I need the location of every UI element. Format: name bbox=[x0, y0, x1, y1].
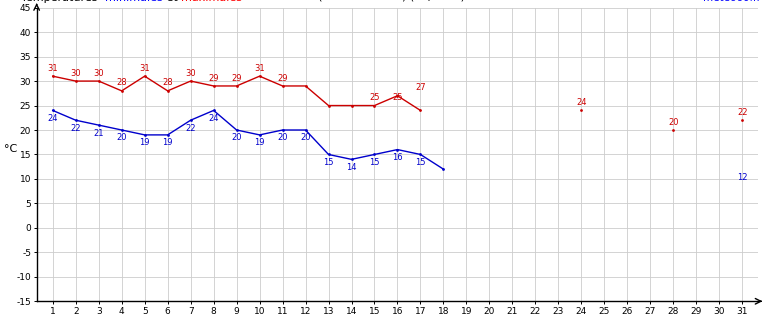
Text: 24: 24 bbox=[47, 114, 58, 123]
Text: à Solenzara (base aérienne) (09/2024): à Solenzara (base aérienne) (09/2024) bbox=[242, 0, 464, 3]
Text: 29: 29 bbox=[277, 74, 288, 83]
Text: 22: 22 bbox=[737, 108, 747, 117]
Text: 28: 28 bbox=[162, 78, 173, 87]
Text: 19: 19 bbox=[139, 138, 150, 147]
Text: 29: 29 bbox=[208, 74, 219, 83]
Text: 15: 15 bbox=[324, 158, 334, 167]
Text: 30: 30 bbox=[70, 69, 81, 78]
Text: 31: 31 bbox=[47, 64, 58, 73]
Text: 20: 20 bbox=[668, 117, 679, 127]
Text: 30: 30 bbox=[93, 69, 104, 78]
Text: meteo60.fr: meteo60.fr bbox=[703, 0, 761, 3]
Text: 31: 31 bbox=[254, 64, 265, 73]
Text: maximales: maximales bbox=[181, 0, 242, 3]
Y-axis label: °C: °C bbox=[4, 144, 18, 155]
Text: 27: 27 bbox=[415, 83, 426, 92]
Text: 20: 20 bbox=[231, 133, 242, 142]
Text: 25: 25 bbox=[392, 93, 402, 102]
Text: 19: 19 bbox=[254, 138, 265, 147]
Text: et: et bbox=[163, 0, 181, 3]
Text: 20: 20 bbox=[301, 133, 311, 142]
Text: 16: 16 bbox=[392, 153, 403, 162]
Text: Températures: Températures bbox=[21, 0, 105, 3]
Text: 12: 12 bbox=[737, 172, 747, 181]
Text: 30: 30 bbox=[185, 69, 196, 78]
Text: 22: 22 bbox=[70, 124, 81, 133]
Text: 29: 29 bbox=[231, 74, 242, 83]
Text: 21: 21 bbox=[93, 129, 104, 138]
Text: 15: 15 bbox=[369, 158, 379, 167]
Text: 15: 15 bbox=[415, 158, 425, 167]
Text: 22: 22 bbox=[185, 124, 196, 133]
Text: 20: 20 bbox=[277, 133, 288, 142]
Text: minimales: minimales bbox=[105, 0, 163, 3]
Text: 24: 24 bbox=[208, 114, 219, 123]
Text: 20: 20 bbox=[116, 133, 127, 142]
Text: 24: 24 bbox=[576, 98, 587, 107]
Text: 19: 19 bbox=[162, 138, 173, 147]
Text: 28: 28 bbox=[116, 78, 127, 87]
Text: 31: 31 bbox=[139, 64, 150, 73]
Text: 14: 14 bbox=[347, 163, 356, 172]
Text: 25: 25 bbox=[369, 93, 379, 102]
